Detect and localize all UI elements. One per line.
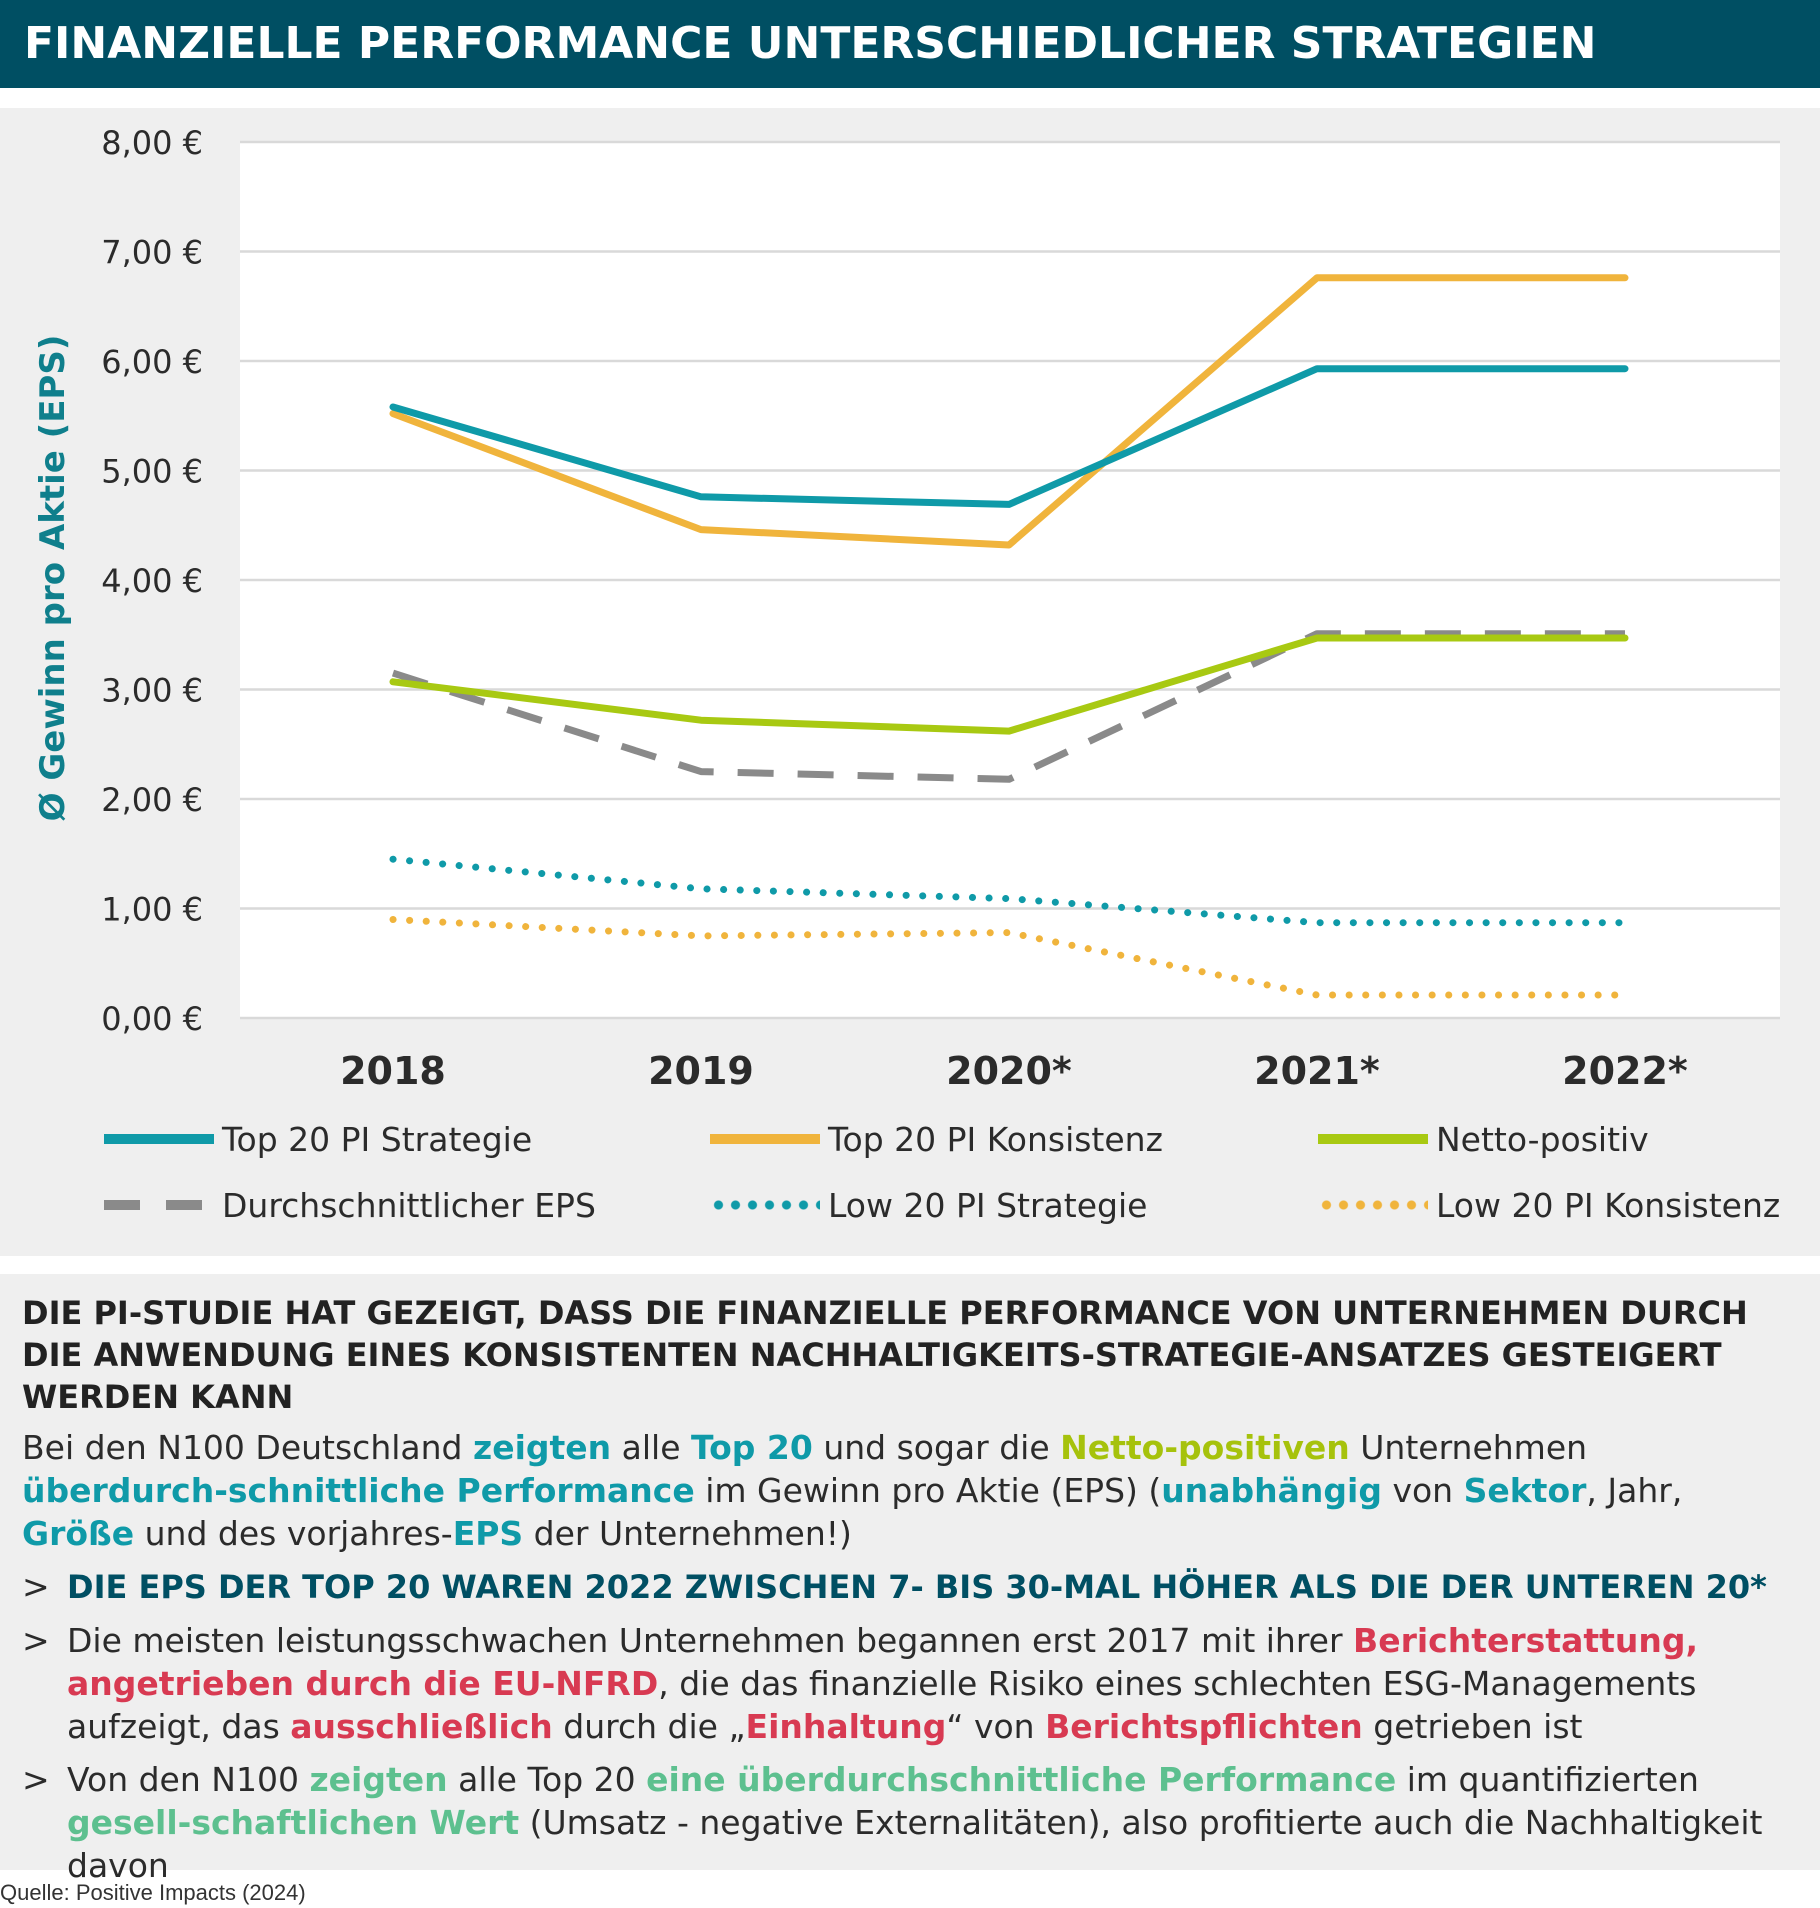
highlight: gesell-schaftlichen Wert [67, 1803, 520, 1842]
legend-swatch [104, 1134, 214, 1144]
y-tick-label: 4,00 € [101, 562, 203, 600]
bullet-marker: > [22, 1621, 50, 1660]
bullet-reporting: > Die meisten leistungsschwachen Unterne… [22, 1619, 1796, 1748]
text: von [1381, 1471, 1464, 1510]
series-line-3 [391, 630, 1625, 783]
legend-item-top20-konsistenz: Top 20 PI Konsistenz [710, 1114, 1163, 1164]
series-line-5 [389, 916, 1629, 999]
x-tick-label: 2018 [340, 1049, 446, 1093]
legend-swatch [710, 1134, 820, 1144]
text: Die meisten leistungsschwachen Unternehm… [67, 1621, 1354, 1660]
text: alle Top 20 [447, 1760, 647, 1799]
text: getrieben ist [1362, 1707, 1583, 1746]
y-tick-label: 0,00 € [101, 1000, 203, 1038]
legend-swatch [104, 1200, 214, 1210]
legend-swatch [1318, 1134, 1428, 1144]
y-axis-label: Ø Gewinn pro Aktie (EPS) [33, 335, 73, 822]
bullet-marker: > [22, 1760, 50, 1799]
y-tick-label: 6,00 € [101, 343, 203, 381]
highlight: EPS [452, 1514, 524, 1553]
text: Unternehmen [1349, 1428, 1588, 1467]
series-line-1 [389, 274, 1629, 549]
page-title: FINANZIELLE PERFORMANCE UNTERSCHIEDLICHE… [0, 0, 1820, 88]
y-tick-label: 8,00 € [101, 124, 203, 162]
text: alle [611, 1428, 691, 1467]
legend-label: Top 20 PI Konsistenz [828, 1119, 1163, 1159]
highlight: Sektor [1463, 1471, 1587, 1510]
highlight: eine überdurchschnittliche Performance [646, 1760, 1397, 1799]
highlight: Top 20 [691, 1428, 813, 1467]
text: der Unternehmen!) [523, 1514, 852, 1553]
legend-swatch [1318, 1200, 1428, 1210]
y-tick-label: 2,00 € [101, 781, 203, 819]
chart-panel: 0,00 € 1,00 € 2,00 € 3,00 € 4,00 € 5,00 € 6,00… [0, 108, 1820, 1256]
text: , Jahr, [1586, 1471, 1683, 1510]
highlight: ausschließlich [290, 1707, 553, 1746]
y-tick-label: 1,00 € [101, 891, 203, 929]
highlight: zeigten [309, 1760, 448, 1799]
info-panel: DIE PI-STUDIE HAT GEZEIGT, DASS DIE FINA… [0, 1274, 1820, 1885]
legend-item-top20-strategie: Top 20 PI Strategie [104, 1114, 532, 1164]
highlight: Berichtspflichten [1045, 1707, 1363, 1746]
highlight: Netto-positiven [1060, 1428, 1350, 1467]
info-paragraph: Bei den N100 Deutschland zeigten alle To… [22, 1426, 1796, 1555]
text: (Umsatz - negative Externalitäten), also… [67, 1803, 1763, 1885]
series-line-0 [389, 365, 1629, 508]
legend-label: Low 20 PI Strategie [828, 1185, 1148, 1225]
text: durch die „ [552, 1707, 746, 1746]
text: und des vorjahres- [134, 1514, 453, 1553]
text: und sogar die [812, 1428, 1061, 1467]
highlight: zeigten [472, 1428, 612, 1467]
highlight: Einhaltung [745, 1707, 947, 1746]
highlight: unabhängig [1161, 1471, 1382, 1510]
legend-item-durchschnittlicher-eps: Durchschnittlicher EPS [104, 1180, 596, 1230]
highlight: überdurch-schnittliche Performance [22, 1471, 695, 1510]
eps-line-chart: 0,00 € 1,00 € 2,00 € 3,00 € 4,00 € 5,00 € 6,00… [33, 124, 1780, 1093]
legend-label: Low 20 PI Konsistenz [1436, 1185, 1781, 1225]
legend-item-low20-strategie: Low 20 PI Strategie [710, 1180, 1147, 1230]
text: Von den N100 [67, 1760, 310, 1799]
highlight: Berichterstattung, angetrieben durch die… [67, 1621, 1699, 1703]
x-tick-label: 2020* [946, 1049, 1072, 1093]
series-line-4 [389, 855, 1629, 927]
legend-item-low20-konsistenz: Low 20 PI Konsistenz [1318, 1180, 1780, 1230]
bullet-text: DIE EPS DER TOP 20 WAREN 2022 ZWISCHEN 7… [67, 1568, 1767, 1606]
series-line-2 [389, 634, 1629, 735]
source-note: Quelle: Positive Impacts (2024) [0, 1880, 306, 1905]
text: , die das finanzielle Risiko eines schle… [67, 1664, 1697, 1746]
legend-swatch [710, 1200, 820, 1210]
y-tick-label: 3,00 € [101, 672, 203, 710]
x-tick-label: 2019 [648, 1049, 754, 1093]
x-tick-label: 2022* [1562, 1049, 1688, 1093]
info-heading: DIE PI-STUDIE HAT GEZEIGT, DASS DIE FINA… [22, 1294, 1748, 1416]
text: “ von [946, 1707, 1046, 1746]
text: im Gewinn pro Aktie (EPS) ( [694, 1471, 1162, 1510]
legend-label: Durchschnittlicher EPS [222, 1185, 596, 1225]
bullet-marker: > [22, 1567, 50, 1606]
x-tick-label: 2021* [1254, 1049, 1380, 1093]
highlight: Größe [22, 1514, 135, 1553]
text: im quantifizierten [1396, 1760, 1699, 1799]
y-tick-label: 7,00 € [101, 234, 203, 272]
chart-legend: Top 20 PI Strategie Top 20 PI Konsistenz… [0, 1108, 1820, 1248]
legend-label: Top 20 PI Strategie [222, 1119, 533, 1159]
bullet-social-value: > Von den N100 zeigten alle Top 20 eine … [22, 1758, 1796, 1887]
y-tick-label: 5,00 € [101, 453, 203, 491]
legend-item-netto-positiv: Netto-positiv [1318, 1114, 1649, 1164]
legend-label: Netto-positiv [1436, 1119, 1649, 1159]
text: Bei den N100 Deutschland [22, 1428, 473, 1467]
bullet-eps-comparison: > DIE EPS DER TOP 20 WAREN 2022 ZWISCHEN… [22, 1565, 1796, 1609]
